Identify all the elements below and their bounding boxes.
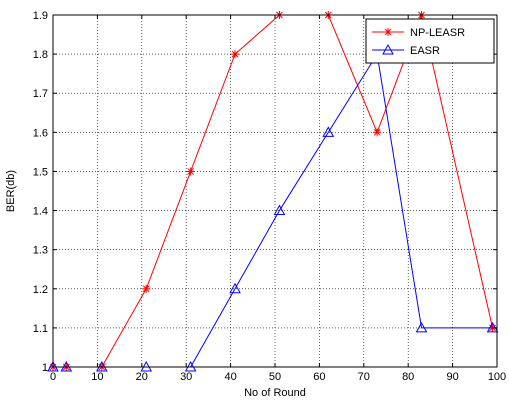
y-tick-label: 1.4 xyxy=(33,206,48,218)
data-point-np-leasr xyxy=(231,50,240,59)
y-tick-label: 1.7 xyxy=(33,88,48,100)
x-tick-label: 10 xyxy=(91,371,103,383)
legend-marker xyxy=(382,43,394,55)
data-point-np-leasr xyxy=(373,128,382,137)
x-tick-label: 90 xyxy=(446,371,458,383)
x-tick-label: 70 xyxy=(358,371,370,383)
x-tick-label: 40 xyxy=(224,371,236,383)
legend: NP-LEASR EASR xyxy=(365,18,495,64)
y-tick-label: 1.1 xyxy=(33,323,48,335)
plot-area xyxy=(53,15,497,367)
data-point-easr xyxy=(273,204,286,216)
x-tick-label: 80 xyxy=(402,371,414,383)
x-tick-label: 50 xyxy=(269,371,281,383)
legend-box xyxy=(365,18,495,64)
ticks: 0 10 20 30 40 50 60 70 80 90 100 1 1.1 1.2 1.3 1.4 1.5 1.… xyxy=(33,10,506,383)
legend-item-np-leasr: NP-LEASR xyxy=(372,27,465,39)
legend-marker xyxy=(384,28,392,36)
data-point-np-leasr xyxy=(186,167,195,176)
data-point-easr xyxy=(415,321,428,333)
legend-label: NP-LEASR xyxy=(410,27,465,39)
x-tick-label: 60 xyxy=(313,371,325,383)
y-tick-label: 1.9 xyxy=(33,10,48,22)
y-tick-label: 1.6 xyxy=(33,127,48,139)
x-axis-label: No of Round xyxy=(244,387,306,399)
legend-item-easr: EASR xyxy=(372,43,440,57)
data-point-easr xyxy=(322,126,335,137)
y-tick-label: 1.8 xyxy=(33,49,48,61)
x-tick-label: 0 xyxy=(50,371,56,383)
y-tick-label: 1.3 xyxy=(33,245,48,257)
x-tick-label: 100 xyxy=(488,371,506,383)
y-axis-label: BER(db) xyxy=(5,170,17,212)
x-tick-label: 20 xyxy=(136,371,148,383)
y-tick-label: 1.2 xyxy=(33,284,48,296)
legend-label: EASR xyxy=(410,45,440,57)
x-tick-label: 30 xyxy=(180,371,192,383)
data-point-np-leasr xyxy=(142,284,151,293)
y-tick-label: 1 xyxy=(42,362,48,374)
y-tick-label: 1.5 xyxy=(33,166,48,178)
data-point-easr xyxy=(229,282,241,294)
